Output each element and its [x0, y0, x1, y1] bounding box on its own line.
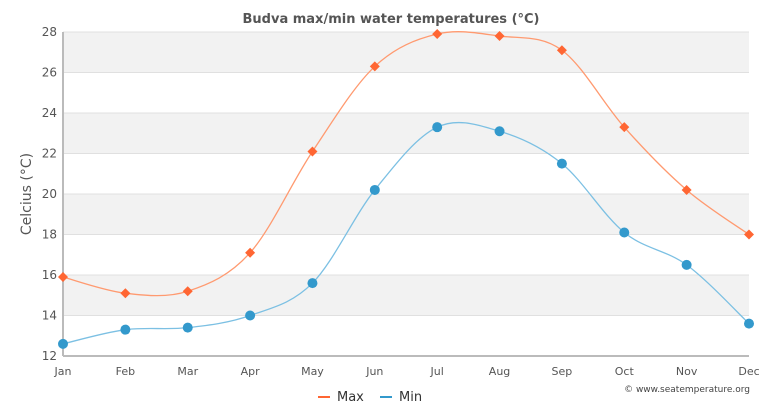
min-data-point	[182, 322, 193, 333]
y-tick-label: 18	[42, 228, 57, 242]
x-tick-label: Jan	[54, 365, 72, 378]
max-data-point	[744, 229, 754, 240]
grid-band	[63, 275, 749, 316]
min-data-point	[120, 324, 131, 335]
legend-item-min[interactable]: Min	[380, 390, 422, 405]
x-tick-label: May	[301, 365, 324, 378]
x-tick-label: Apr	[241, 365, 261, 378]
legend-item-max[interactable]: Max	[318, 390, 364, 405]
min-data-point	[307, 278, 318, 289]
x-tick-label: Dec	[738, 365, 759, 378]
max-data-point	[58, 272, 68, 283]
min-data-point	[245, 310, 256, 321]
chart-title: Budva max/min water temperatures (°C)	[243, 12, 540, 27]
x-tick-label: Sep	[552, 365, 573, 378]
credit-text: © www.seatemperature.org	[624, 385, 750, 395]
max-data-point	[307, 146, 318, 157]
legend-label: Max	[337, 390, 364, 405]
y-axis-label: Celcius (°C)	[19, 153, 35, 235]
y-tick-label: 12	[42, 349, 57, 363]
min-data-point	[556, 158, 567, 169]
max-data-point	[619, 122, 630, 133]
max-data-point	[369, 61, 380, 72]
x-tick-label: Jul	[430, 365, 444, 378]
y-tick-label: 28	[42, 25, 57, 39]
max-data-point	[556, 45, 567, 56]
max-data-point	[494, 31, 505, 42]
grid-band	[63, 113, 749, 154]
y-tick-label: 20	[42, 187, 57, 201]
y-tick-label: 26	[42, 66, 57, 80]
max-data-point	[681, 184, 692, 195]
y-tick-label: 22	[42, 147, 57, 161]
min-data-point	[619, 227, 630, 238]
y-tick-label: 14	[42, 309, 57, 323]
x-tick-label: Oct	[615, 365, 635, 378]
max-data-point	[432, 29, 443, 40]
grid-band	[63, 194, 749, 235]
max-data-point	[120, 288, 131, 299]
min-data-point	[744, 318, 754, 329]
min-data-point	[432, 122, 443, 133]
min-data-point	[681, 259, 692, 270]
min-data-point	[58, 338, 68, 349]
grid-band	[63, 32, 749, 73]
max-data-point	[182, 286, 193, 297]
x-tick-label: Nov	[676, 365, 698, 378]
y-tick-label: 24	[42, 106, 57, 120]
x-tick-label: Jun	[365, 365, 383, 378]
min-data-point	[494, 126, 505, 137]
max-data-point	[245, 247, 256, 258]
y-tick-label: 16	[42, 268, 57, 282]
x-tick-label: Feb	[116, 365, 135, 378]
min-data-point	[369, 184, 380, 195]
x-tick-label: Mar	[177, 365, 198, 378]
x-tick-label: Aug	[489, 365, 510, 378]
legend-label: Min	[399, 390, 422, 405]
